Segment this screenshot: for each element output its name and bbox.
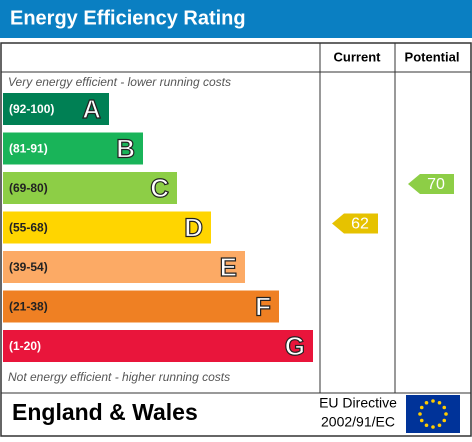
title-bar xyxy=(0,0,472,38)
rating-arrow xyxy=(408,174,454,194)
eu-star xyxy=(431,425,435,429)
column-header: Potential xyxy=(405,49,460,64)
band-letter: C xyxy=(150,173,169,203)
band-letter: E xyxy=(220,252,237,282)
title: Energy Efficiency Rating xyxy=(10,7,246,29)
band-letter: G xyxy=(285,331,305,361)
rating-value: 62 xyxy=(351,216,369,233)
band xyxy=(3,93,109,125)
band xyxy=(3,290,279,323)
eu-star xyxy=(444,412,448,416)
eu-star xyxy=(437,423,442,428)
bottom-note: Not energy efficient - higher running co… xyxy=(8,370,230,384)
eu-star xyxy=(424,423,429,428)
band xyxy=(3,251,245,283)
eu-star xyxy=(437,400,442,405)
band xyxy=(3,330,313,362)
eu-star xyxy=(418,412,422,416)
band-range: (81-91) xyxy=(9,142,48,156)
band xyxy=(3,172,177,204)
band xyxy=(3,211,211,244)
eu-star xyxy=(419,418,424,423)
directive: 2002/91/EC xyxy=(321,414,395,430)
band-range: (39-54) xyxy=(9,260,48,274)
region: England & Wales xyxy=(12,399,198,425)
band-range: (1-20) xyxy=(9,339,41,353)
top-note: Very energy efficient - lower running co… xyxy=(8,75,231,89)
band-letter: F xyxy=(255,291,271,321)
eu-star xyxy=(431,399,435,403)
eu-star xyxy=(442,405,447,410)
band-range: (92-100) xyxy=(9,102,54,116)
band-range: (69-80) xyxy=(9,181,48,195)
band-letter: B xyxy=(116,133,135,163)
eu-star xyxy=(442,418,447,423)
frame xyxy=(0,42,472,437)
column-header: Current xyxy=(334,49,382,64)
band-range: (55-68) xyxy=(9,221,48,235)
band-letter: A xyxy=(82,94,101,124)
directive: EU Directive xyxy=(319,395,397,411)
eu-star xyxy=(419,405,424,410)
band-range: (21-38) xyxy=(9,300,48,314)
band-letter: D xyxy=(184,212,203,242)
rating-arrow xyxy=(332,213,378,234)
band xyxy=(3,132,143,165)
rating-value: 70 xyxy=(427,176,445,193)
eu-star xyxy=(424,400,429,405)
